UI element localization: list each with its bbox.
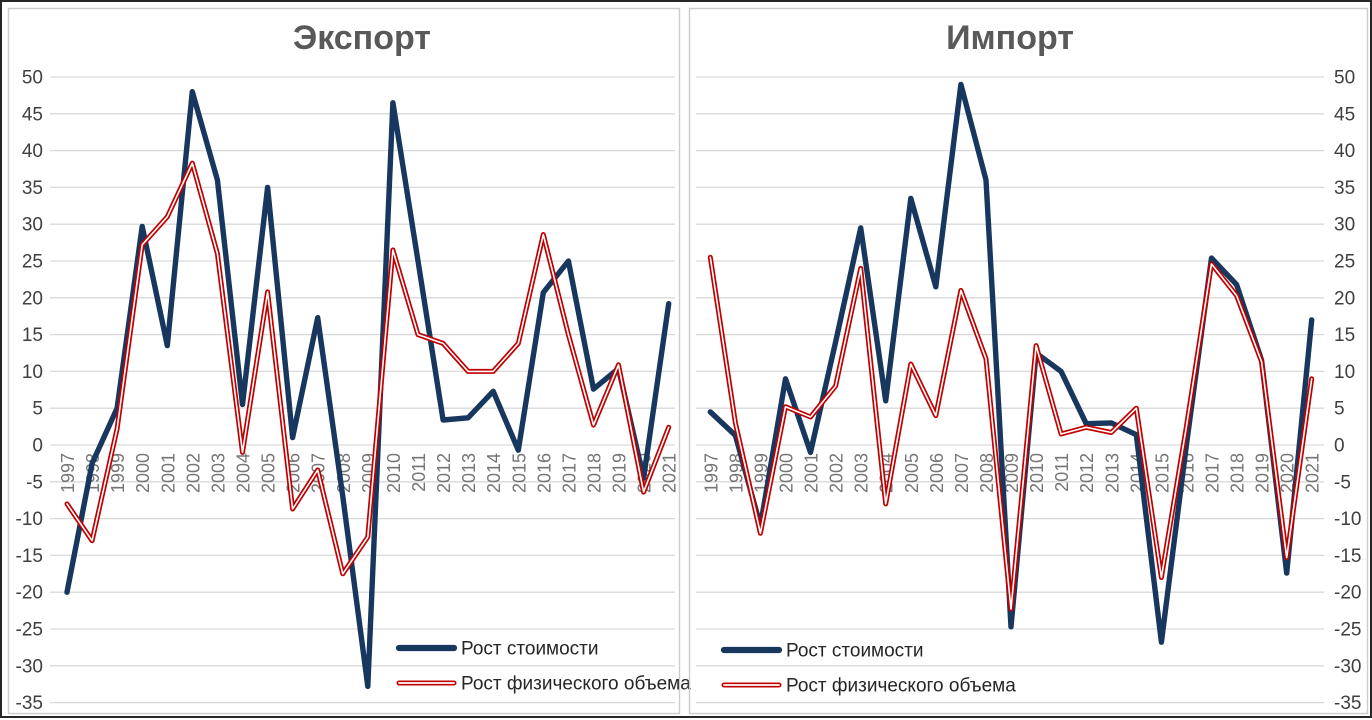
y-tick-label: -15 bbox=[1334, 546, 1361, 567]
chart-title: Экспорт bbox=[293, 19, 431, 57]
x-year-label: 2013 bbox=[1102, 453, 1122, 493]
x-year-label: 2014 bbox=[484, 453, 504, 493]
y-tick-label: -25 bbox=[16, 620, 43, 641]
x-year-label: 2003 bbox=[208, 453, 228, 493]
x-year-label: 2005 bbox=[259, 453, 279, 493]
x-year-label: 2011 bbox=[409, 453, 429, 492]
y-tick-label: -10 bbox=[16, 509, 43, 530]
x-year-label: 2020 bbox=[1278, 453, 1298, 493]
y-tick-label: 45 bbox=[1334, 104, 1355, 125]
x-year-label: 2012 bbox=[434, 453, 454, 493]
y-tick-label: 15 bbox=[1334, 325, 1355, 346]
y-tick-label: 30 bbox=[1334, 215, 1355, 236]
y-tick-label: -25 bbox=[1334, 620, 1361, 641]
y-tick-label: 35 bbox=[22, 178, 43, 199]
y-tick-label: 40 bbox=[1334, 141, 1355, 162]
x-year-label: 2011 bbox=[1052, 453, 1072, 492]
y-tick-label: 0 bbox=[1334, 436, 1345, 457]
x-year-label: 2013 bbox=[459, 453, 479, 493]
x-year-label: 2019 bbox=[1253, 453, 1273, 493]
y-tick-label: 10 bbox=[1334, 362, 1355, 383]
y-tick-label: 25 bbox=[1334, 252, 1355, 273]
y-tick-label: -35 bbox=[16, 693, 43, 714]
y-tick-label: -30 bbox=[1334, 656, 1361, 677]
y-tick-label: 20 bbox=[1334, 288, 1355, 309]
y-tick-label: 30 bbox=[22, 215, 43, 236]
x-year-label: 2017 bbox=[1203, 453, 1223, 493]
x-year-label: 2008 bbox=[977, 453, 997, 493]
legend-label: Рост физического объема bbox=[786, 676, 1016, 697]
y-tick-label: 40 bbox=[22, 141, 43, 162]
y-tick-label: -20 bbox=[1334, 583, 1361, 604]
y-tick-label: 5 bbox=[32, 399, 43, 420]
x-year-label: 2018 bbox=[584, 453, 604, 493]
y-tick-label: 20 bbox=[22, 288, 43, 309]
y-tick-label: -15 bbox=[16, 546, 43, 567]
x-year-label: 2019 bbox=[610, 453, 630, 493]
legend-label: Рост стоимости bbox=[786, 641, 924, 662]
x-year-label: 2004 bbox=[233, 453, 253, 493]
x-year-label: 2000 bbox=[776, 453, 796, 493]
x-year-label: 2007 bbox=[952, 453, 972, 493]
y-tick-label: 50 bbox=[1334, 68, 1355, 89]
x-year-label: 2009 bbox=[1002, 453, 1022, 493]
x-year-label: 2000 bbox=[133, 453, 153, 493]
series-line-volume-growth-core bbox=[709, 256, 1313, 610]
chart-title: Импорт bbox=[946, 19, 1074, 57]
y-tick-label: 35 bbox=[1334, 178, 1355, 199]
y-tick-label: -5 bbox=[1334, 472, 1351, 493]
x-year-label: 2015 bbox=[1152, 453, 1172, 493]
y-tick-label: -10 bbox=[1334, 509, 1361, 530]
y-tick-label: 50 bbox=[22, 68, 43, 89]
series-line-volume-growth bbox=[707, 254, 1315, 612]
x-year-label: 2021 bbox=[1303, 453, 1323, 493]
x-year-label: 2017 bbox=[559, 453, 579, 493]
y-tick-label: 15 bbox=[22, 325, 43, 346]
x-year-label: 1999 bbox=[108, 453, 128, 493]
x-year-label: 2001 bbox=[158, 453, 178, 493]
y-tick-label: -5 bbox=[26, 472, 43, 493]
y-tick-label: -20 bbox=[16, 583, 43, 604]
x-year-label: 2016 bbox=[534, 453, 554, 493]
x-year-label: 1997 bbox=[58, 453, 78, 493]
x-year-label: 2012 bbox=[1077, 453, 1097, 493]
x-year-label: 2021 bbox=[660, 453, 680, 493]
chart-panel-border bbox=[7, 7, 681, 715]
x-year-label: 2003 bbox=[852, 453, 872, 493]
x-year-label: 2005 bbox=[902, 453, 922, 493]
x-year-label: 1997 bbox=[701, 453, 721, 493]
y-tick-label: 5 bbox=[1334, 399, 1345, 420]
y-tick-label: 0 bbox=[32, 436, 43, 457]
chart-panel-border bbox=[688, 7, 1369, 715]
x-year-label: 2001 bbox=[802, 453, 822, 493]
x-year-label: 2010 bbox=[384, 453, 404, 493]
x-year-label: 2018 bbox=[1228, 453, 1248, 493]
x-year-label: 2002 bbox=[183, 453, 203, 493]
series-line-value-growth bbox=[707, 81, 1315, 645]
y-tick-label: -30 bbox=[16, 656, 43, 677]
series-line-volume-growth-core bbox=[66, 162, 670, 575]
series-line-value-growth bbox=[64, 89, 672, 690]
legend-label: Рост физического объема bbox=[461, 674, 691, 695]
y-tick-label: 45 bbox=[22, 104, 43, 125]
x-year-label: 2015 bbox=[509, 453, 529, 493]
x-year-label: 2010 bbox=[1027, 453, 1047, 493]
y-tick-label: -35 bbox=[1334, 693, 1361, 714]
legend-label: Рост стоимости bbox=[461, 639, 599, 660]
y-tick-label: 25 bbox=[22, 252, 43, 273]
y-tick-label: 10 bbox=[22, 362, 43, 383]
x-year-label: 2006 bbox=[927, 453, 947, 493]
x-year-label: 2002 bbox=[827, 453, 847, 493]
